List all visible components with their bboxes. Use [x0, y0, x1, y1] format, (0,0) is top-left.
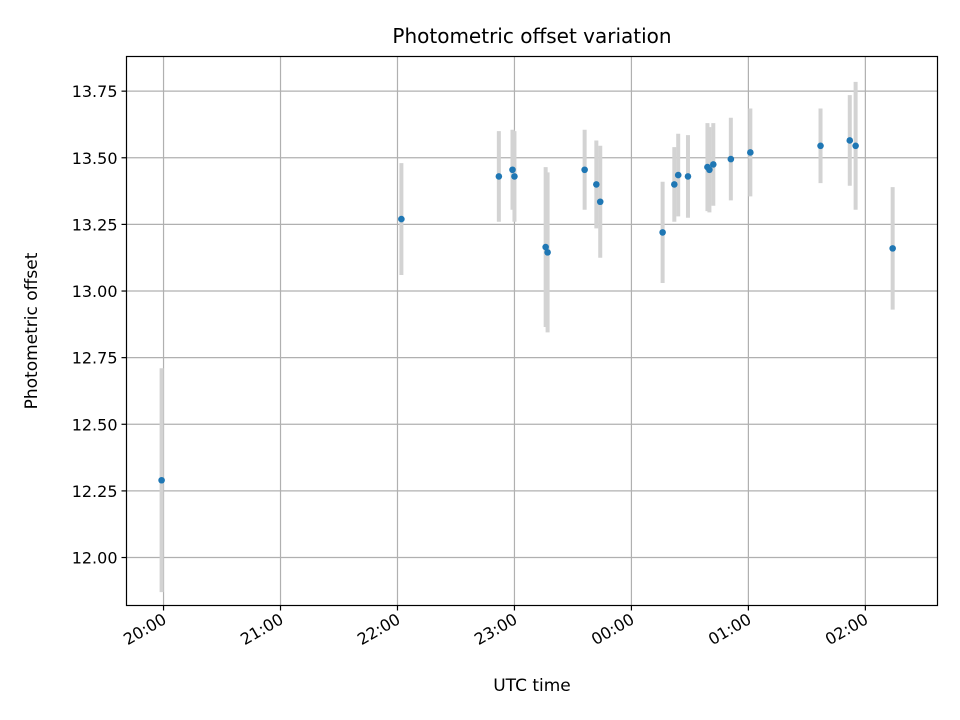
- y-tick-label: 12.00: [72, 549, 118, 568]
- x-axis-label: UTC time: [493, 676, 571, 696]
- y-tick-label: 13.75: [72, 82, 118, 101]
- data-point: [706, 166, 713, 174]
- y-tick-label: 12.50: [72, 415, 118, 434]
- y-tick-label: 12.75: [72, 349, 118, 368]
- data-point: [659, 229, 666, 236]
- data-point: [158, 476, 165, 484]
- data-point: [542, 243, 549, 251]
- data-point: [509, 166, 516, 174]
- y-tick-label: 13.50: [72, 149, 118, 168]
- y-tick-label: 13.00: [72, 282, 118, 301]
- data-point: [817, 142, 824, 150]
- data-point: [846, 137, 854, 144]
- data-point: [852, 142, 859, 150]
- data-points: [158, 137, 896, 484]
- data-point: [581, 166, 588, 174]
- plot-frame: [125, 55, 939, 607]
- data-point: [727, 155, 735, 163]
- data-point: [684, 173, 692, 180]
- y-axis-label: Photometric offset: [22, 252, 42, 409]
- y-tick-label: 12.25: [72, 482, 118, 501]
- data-point: [674, 171, 682, 179]
- data-point: [747, 149, 754, 156]
- data-point: [596, 198, 604, 206]
- data-point: [511, 173, 518, 180]
- data-point: [398, 215, 405, 223]
- data-point: [671, 181, 678, 188]
- chart-title: Photometric offset variation: [392, 24, 671, 48]
- data-point: [593, 181, 600, 188]
- data-point: [710, 161, 717, 168]
- data-point: [495, 173, 503, 180]
- y-tick-label: 13.25: [72, 215, 118, 234]
- data-point: [889, 245, 896, 252]
- data-point: [544, 249, 551, 256]
